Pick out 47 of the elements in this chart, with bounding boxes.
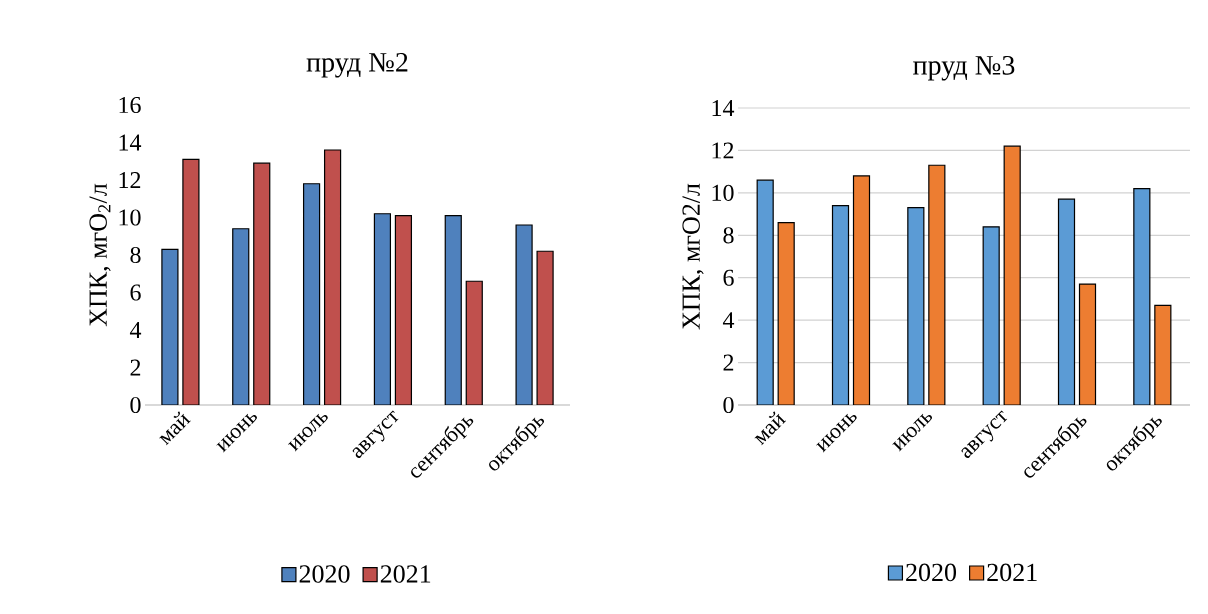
bar (302, 183, 321, 405)
bar (756, 179, 774, 405)
y-tick-label: 10 (119, 209, 141, 226)
y-tick-label: 2 (723, 354, 734, 371)
y-tick-label: 2 (130, 359, 141, 376)
y-tick-label: 12 (712, 142, 734, 159)
bar (1078, 283, 1097, 405)
bar (982, 226, 1000, 405)
y-tick-label: 10 (712, 184, 734, 201)
bar (907, 207, 925, 405)
bar (253, 162, 271, 405)
bar (852, 175, 871, 405)
y-tick-label: 6 (130, 284, 141, 301)
legend-label: 2021 (987, 563, 1037, 582)
bar (831, 204, 850, 405)
bar (1133, 188, 1151, 405)
legend-label: 2020 (906, 563, 957, 582)
legend-label: 2020 (299, 565, 350, 583)
y-tick-label: 6 (723, 269, 734, 286)
y-tick-label: 14 (712, 100, 735, 116)
bar (323, 149, 342, 405)
bar (444, 215, 462, 405)
bar (394, 215, 413, 405)
chart-title: пруд №3 (913, 55, 1015, 81)
x-tick-label: май (159, 411, 191, 446)
bar (777, 221, 795, 405)
bar (232, 228, 250, 405)
y-tick-label: 12 (119, 172, 141, 188)
y-axis-title: ХПК, мгО$_{2}$/л (89, 183, 111, 327)
y-axis-title: ХПК, мгО2/л (682, 183, 704, 330)
legend-label: 2021 (380, 565, 431, 583)
bar (1154, 304, 1172, 405)
chart-title: пруд №2 (306, 52, 408, 78)
y-tick-label: 0 (723, 396, 734, 414)
y-tick-label: 4 (129, 322, 142, 338)
y-tick-label: 8 (723, 227, 734, 244)
y-tick-label: 8 (130, 246, 141, 264)
x-tick-label: май (754, 411, 786, 446)
bar (373, 213, 392, 405)
y-tick-label: 4 (722, 312, 735, 329)
bar (928, 164, 946, 405)
bar (1003, 145, 1021, 405)
y-tick-label: 16 (119, 96, 141, 114)
bar (465, 280, 483, 405)
bar (1057, 198, 1076, 405)
y-tick-label: 14 (119, 134, 142, 151)
y-tick-label: 0 (130, 396, 141, 414)
